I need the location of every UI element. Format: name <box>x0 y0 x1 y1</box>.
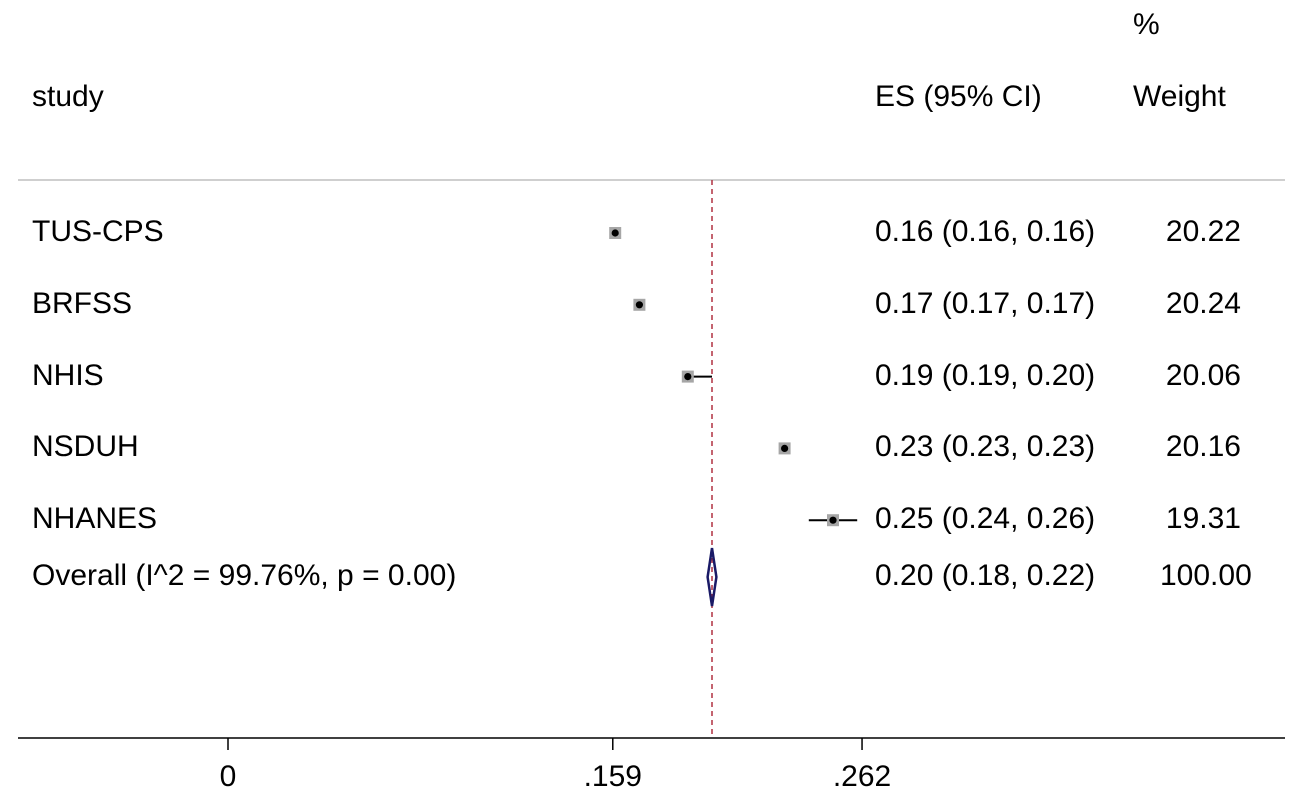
es-label: 0.23 (0.23, 0.23) <box>875 430 1096 464</box>
weight-label: 20.22 <box>1165 215 1241 248</box>
x-tick-label: .262 <box>832 760 892 793</box>
x-tick-label: 0 <box>219 760 237 793</box>
es-label: 0.25 (0.24, 0.26) <box>875 502 1096 536</box>
weight-label: 19.31 <box>1165 502 1241 536</box>
header-es: ES (95% CI) <box>875 80 1042 113</box>
es-label: 0.17 (0.17, 0.17) <box>875 286 1096 320</box>
study-label: BRFSS <box>32 286 133 320</box>
x-tick-label: .159 <box>583 760 642 793</box>
point-estimate <box>684 373 692 381</box>
overall-es-label: 0.20 (0.18, 0.22) <box>875 559 1096 592</box>
point-estimate <box>635 301 644 309</box>
overall-label: Overall (I^2 = 99.76%, p = 0.00) <box>32 559 457 592</box>
header-weight-percent: % <box>1133 8 1160 41</box>
study-label: NSDUH <box>32 430 139 464</box>
es-label: 0.19 (0.19, 0.20) <box>875 358 1096 392</box>
header-weight: Weight <box>1133 80 1226 113</box>
study-label: NHIS <box>32 358 104 392</box>
es-label: 0.16 (0.16, 0.16) <box>875 215 1096 248</box>
weight-label: 20.16 <box>1165 430 1241 464</box>
study-label: TUS-CPS <box>32 215 164 248</box>
weight-label: 20.06 <box>1165 358 1241 392</box>
overall-weight-label: 100.00 <box>1160 559 1252 592</box>
point-estimate <box>611 229 619 237</box>
study-label: NHANES <box>32 502 158 536</box>
header-study: study <box>32 80 104 113</box>
point-estimate <box>829 516 837 524</box>
point-estimate <box>781 444 789 452</box>
weight-label: 20.24 <box>1165 286 1241 320</box>
overall-diamond <box>706 547 718 607</box>
